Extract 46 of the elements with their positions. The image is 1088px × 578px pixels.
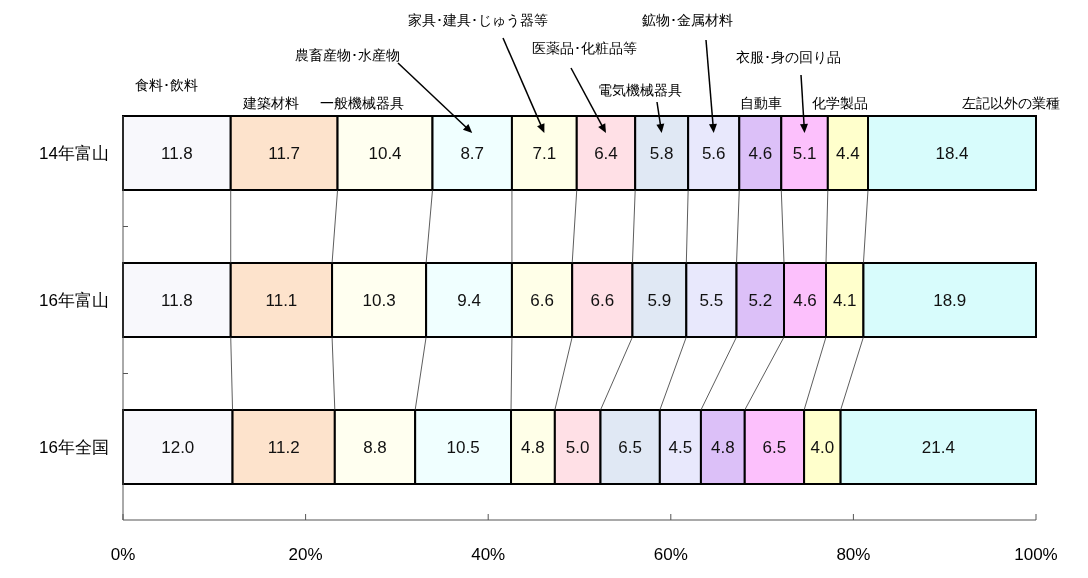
data-label: 10.5 — [446, 438, 480, 457]
data-label: 4.0 — [810, 438, 835, 457]
data-label: 5.5 — [699, 291, 724, 310]
data-label: 11.2 — [267, 438, 300, 457]
data-label: 5.8 — [649, 144, 674, 163]
data-label: 5.1 — [792, 144, 817, 163]
x-tick-label: 0% — [110, 545, 136, 564]
data-label: 10.3 — [362, 291, 396, 310]
data-label: 8.8 — [363, 438, 387, 457]
x-tick-label: 20% — [288, 545, 323, 564]
data-label: 11.7 — [268, 144, 301, 163]
data-label: 4.6 — [748, 144, 773, 163]
data-label: 4.4 — [836, 144, 860, 163]
data-label: 5.9 — [647, 291, 672, 310]
data-label: 6.5 — [618, 438, 642, 457]
data-label: 5.6 — [701, 144, 726, 163]
data-label: 18.9 — [933, 291, 967, 310]
data-label: 11.8 — [160, 144, 193, 163]
data-label: 6.4 — [594, 144, 618, 163]
data-label: 9.4 — [457, 291, 481, 310]
data-label: 11.8 — [160, 291, 193, 310]
x-tick-label: 80% — [836, 545, 871, 564]
y-tick-label: 16年富山 — [39, 291, 109, 310]
data-label: 7.1 — [532, 144, 557, 163]
data-label: 5.2 — [748, 291, 773, 310]
data-label: 5.0 — [565, 438, 590, 457]
data-label: 4.5 — [668, 438, 693, 457]
data-label: 12.0 — [161, 438, 195, 457]
x-tick-label: 100% — [1014, 545, 1058, 564]
data-label: 4.8 — [521, 438, 545, 457]
series-label: 電気機械器具 — [598, 82, 682, 98]
y-tick-label: 14年富山 — [39, 144, 109, 163]
data-label: 6.5 — [762, 438, 787, 457]
x-tick-label: 60% — [653, 545, 688, 564]
data-label: 10.4 — [368, 144, 402, 163]
data-label: 8.7 — [460, 144, 485, 163]
data-label: 4.1 — [832, 291, 857, 310]
data-label: 4.8 — [711, 438, 735, 457]
data-label: 11.1 — [265, 291, 298, 310]
data-label: 4.6 — [793, 291, 817, 310]
data-label: 6.6 — [530, 291, 554, 310]
data-label: 6.6 — [590, 291, 615, 310]
x-tick-label: 40% — [471, 545, 506, 564]
y-tick-label: 16年全国 — [39, 438, 109, 457]
data-label: 21.4 — [921, 438, 955, 457]
data-label: 18.4 — [935, 144, 969, 163]
